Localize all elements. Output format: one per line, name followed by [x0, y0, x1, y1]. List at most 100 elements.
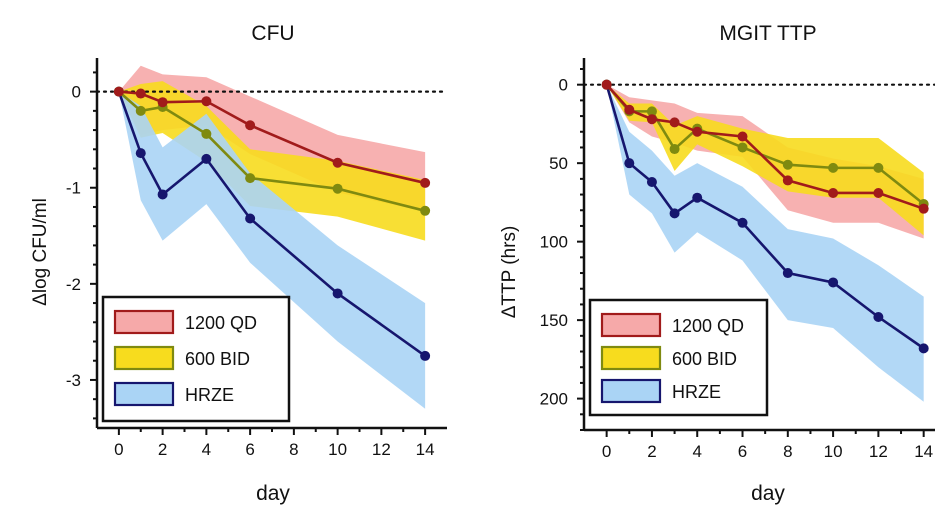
mgit-band-2 — [606, 84, 924, 402]
cfu-legend-swatch-2 — [113, 381, 175, 407]
mgit-point-2-2 — [646, 177, 657, 187]
mgit-series-line-2 — [605, 84, 925, 350]
cfu-axes: 0 2 4 6 8 10 12 14 0 -1 -2 -3 — [66, 58, 447, 459]
mgit-point-2-7 — [828, 277, 839, 288]
cfu-title: CFU — [251, 22, 294, 45]
cfu-point-1-1 — [135, 105, 146, 116]
mgit-point-0-6 — [782, 175, 793, 186]
mgit-x-tick-label-1: 2 — [647, 442, 656, 461]
cfu-series-lines — [113, 86, 431, 361]
mgit-panel: MGIT TTP ΔTTP (hrs) day 0 2 4 6 8 10 12 14 0 50 10… — [499, 22, 935, 505]
cfu-x-axis-label: day — [256, 482, 290, 505]
mgit-x-tick-label-0: 0 — [602, 442, 611, 461]
cfu-y-tick-label-3: -3 — [66, 371, 81, 390]
cfu-x-tick-label-5: 10 — [328, 440, 347, 459]
cfu-y-tick-label-0: 0 — [72, 83, 81, 102]
mgit-x-tick-label-2: 4 — [692, 442, 701, 461]
cfu-point-2-6 — [420, 350, 431, 361]
mgit-point-1-3 — [669, 144, 680, 155]
mgit-y-axis-label: ΔTTP (hrs) — [499, 226, 520, 319]
mgit-x-tick-label-7: 14 — [914, 442, 933, 461]
mgit-x-axis-label: day — [751, 482, 785, 505]
cfu-point-0-3 — [201, 96, 212, 107]
mgit-y-tick-label-1: 50 — [549, 154, 568, 173]
mgit-point-2-1 — [624, 158, 635, 169]
mgit-axes: 0 2 4 6 8 10 12 14 0 50 100 150 200 — [540, 58, 935, 461]
mgit-point-0-5 — [737, 131, 748, 142]
mgit-point-0-3 — [669, 117, 680, 128]
cfu-point-2-3 — [201, 153, 212, 164]
mgit-x-tick-label-3: 6 — [738, 442, 747, 461]
mgit-legend-label-1: 600 BID — [672, 349, 737, 369]
cfu-legend-label-1: 600 BID — [185, 349, 250, 369]
mgit-point-1-2 — [646, 106, 657, 117]
cfu-point-2-1 — [135, 148, 146, 159]
cfu-band-1 — [118, 81, 426, 241]
cfu-point-1-3 — [201, 128, 212, 139]
mgit-y-tick-label-4: 200 — [540, 390, 568, 409]
mgit-title: MGIT TTP — [719, 22, 816, 45]
mgit-x-tick-label-6: 12 — [869, 442, 888, 461]
cfu-x-tick-label-0: 0 — [114, 440, 123, 459]
mgit-series-line-0 — [605, 83, 925, 210]
cfu-x-tick-label-2: 4 — [202, 440, 211, 459]
cfu-point-1-6 — [420, 205, 431, 216]
mgit-legend-swatch-0 — [600, 312, 662, 338]
cfu-point-2-4 — [245, 213, 256, 224]
cfu-band-2 — [118, 91, 426, 409]
cfu-y-tick-label-2: -2 — [66, 275, 81, 294]
mgit-y-tick-label-0: 0 — [559, 76, 568, 95]
cfu-x-tick-label-1: 2 — [158, 440, 167, 459]
mgit-point-2-8 — [873, 311, 884, 322]
cfu-x-tick-label-6: 12 — [372, 440, 391, 459]
mgit-y-tick-label-3: 150 — [540, 311, 568, 330]
mgit-x-tick-label-5: 10 — [824, 442, 843, 461]
cfu-panel: CFU Δlog CFU/ml day 0 2 4 6 8 10 12 14 0 -1 -2 -3 1… — [30, 22, 449, 505]
mgit-point-0-4 — [692, 126, 703, 137]
mgit-point-0-0 — [601, 79, 612, 90]
mgit-series-lines — [601, 79, 929, 354]
mgit-point-0-8 — [873, 187, 884, 198]
mgit-legend: 1200 QD 600 BID HRZE — [588, 298, 769, 417]
cfu-y-axis-label: Δlog CFU/ml — [30, 198, 51, 306]
cfu-x-tick-label-3: 6 — [245, 440, 254, 459]
mgit-point-2-4 — [692, 192, 703, 203]
cfu-point-0-6 — [420, 177, 431, 188]
mgit-point-1-7 — [828, 162, 839, 173]
cfu-legend-swatch-0 — [113, 309, 175, 335]
mgit-legend-swatch-2 — [600, 378, 662, 404]
cfu-point-0-4 — [245, 120, 256, 131]
mgit-point-1-6 — [782, 159, 793, 170]
cfu-point-1-5 — [332, 183, 343, 194]
mgit-point-2-5 — [737, 217, 748, 228]
mgit-point-2-3 — [669, 208, 680, 219]
cfu-legend: 1200 QD 600 BID HRZE — [101, 295, 291, 423]
mgit-point-2-9 — [918, 343, 929, 354]
mgit-point-0-7 — [828, 187, 839, 198]
mgit-point-0-9 — [918, 203, 929, 214]
cfu-point-0-1 — [135, 88, 146, 99]
cfu-legend-label-0: 1200 QD — [185, 313, 257, 333]
cfu-point-0-2 — [157, 97, 168, 108]
mgit-point-1-5 — [737, 142, 748, 153]
mgit-legend-label-0: 1200 QD — [672, 316, 744, 336]
mgit-y-tick-label-2: 100 — [540, 233, 568, 252]
cfu-y-tick-label-1: -1 — [66, 179, 81, 198]
cfu-x-tick-label-4: 8 — [289, 440, 298, 459]
cfu-x-tick-label-7: 14 — [416, 440, 435, 459]
cfu-point-0-5 — [332, 157, 343, 168]
mgit-series-line-1 — [605, 83, 925, 205]
cfu-point-2-2 — [157, 189, 168, 200]
mgit-point-1-8 — [873, 162, 884, 173]
cfu-point-0-0 — [113, 86, 124, 97]
cfu-point-1-4 — [245, 173, 256, 184]
mgit-legend-swatch-1 — [600, 345, 662, 371]
mgit-point-0-1 — [624, 104, 635, 115]
mgit-x-tick-label-4: 8 — [783, 442, 792, 461]
mgit-point-0-2 — [646, 114, 657, 125]
cfu-legend-swatch-1 — [113, 345, 175, 371]
cfu-point-2-5 — [332, 288, 343, 299]
cfu-legend-label-2: HRZE — [185, 385, 234, 405]
mgit-legend-label-2: HRZE — [672, 382, 721, 402]
